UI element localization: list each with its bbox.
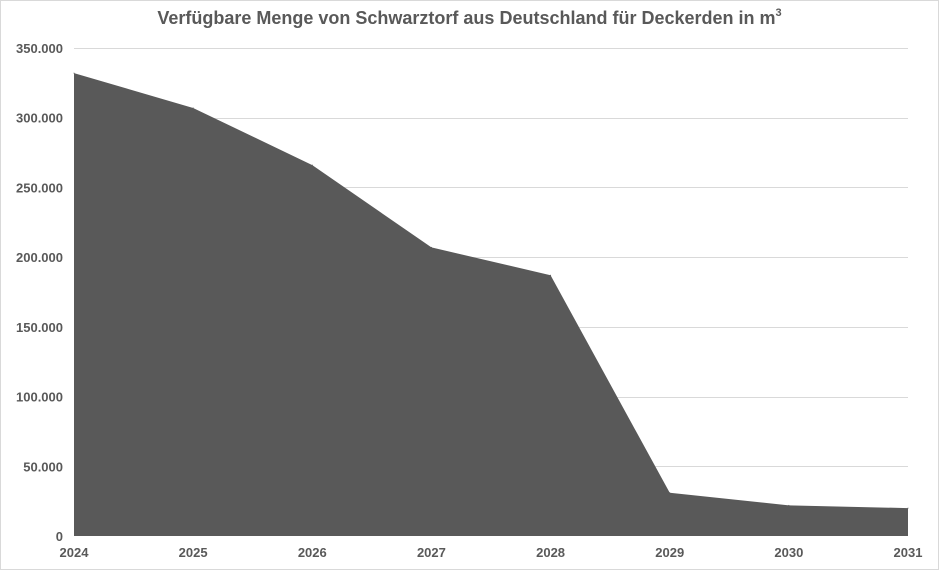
x-tick-label: 2026 — [298, 545, 327, 560]
data-point — [192, 107, 194, 109]
y-tick-label: 250.000 — [16, 180, 63, 195]
series-area — [73, 72, 909, 537]
x-tick-label: 2028 — [536, 545, 565, 560]
data-point — [311, 164, 313, 166]
chart-title: Verfügbare Menge von Schwarztorf aus Deu… — [0, 7, 939, 29]
x-tick-label: 2029 — [655, 545, 684, 560]
x-tick-label: 2027 — [417, 545, 446, 560]
y-tick-label: 200.000 — [16, 250, 63, 265]
data-point — [430, 246, 432, 248]
y-tick-label: 50.000 — [23, 459, 63, 474]
y-tick-label: 100.000 — [16, 390, 63, 405]
y-tick-label: 150.000 — [16, 320, 63, 335]
data-point — [73, 72, 75, 74]
y-tick-label: 300.000 — [16, 111, 63, 126]
chart-title-text: Verfügbare Menge von Schwarztorf aus Deu… — [157, 8, 776, 28]
x-tick-label: 2030 — [774, 545, 803, 560]
data-point — [788, 504, 790, 506]
x-tick-label: 2031 — [894, 545, 923, 560]
x-axis-tick-labels: 2024 2025 2026 2027 2028 2029 2030 2031 — [60, 545, 923, 560]
y-tick-label: 0 — [56, 529, 63, 544]
y-tick-label: 350.000 — [16, 41, 63, 56]
x-tick-label: 2025 — [179, 545, 208, 560]
y-axis-tick-labels: 0 50.000 100.000 150.000 200.000 250.000 300.0… — [16, 41, 63, 544]
chart-title-superscript: 3 — [775, 7, 782, 19]
data-point — [669, 492, 671, 494]
area-series — [74, 73, 908, 537]
data-point — [907, 507, 909, 509]
data-point — [550, 274, 552, 276]
x-tick-label: 2024 — [60, 545, 90, 560]
